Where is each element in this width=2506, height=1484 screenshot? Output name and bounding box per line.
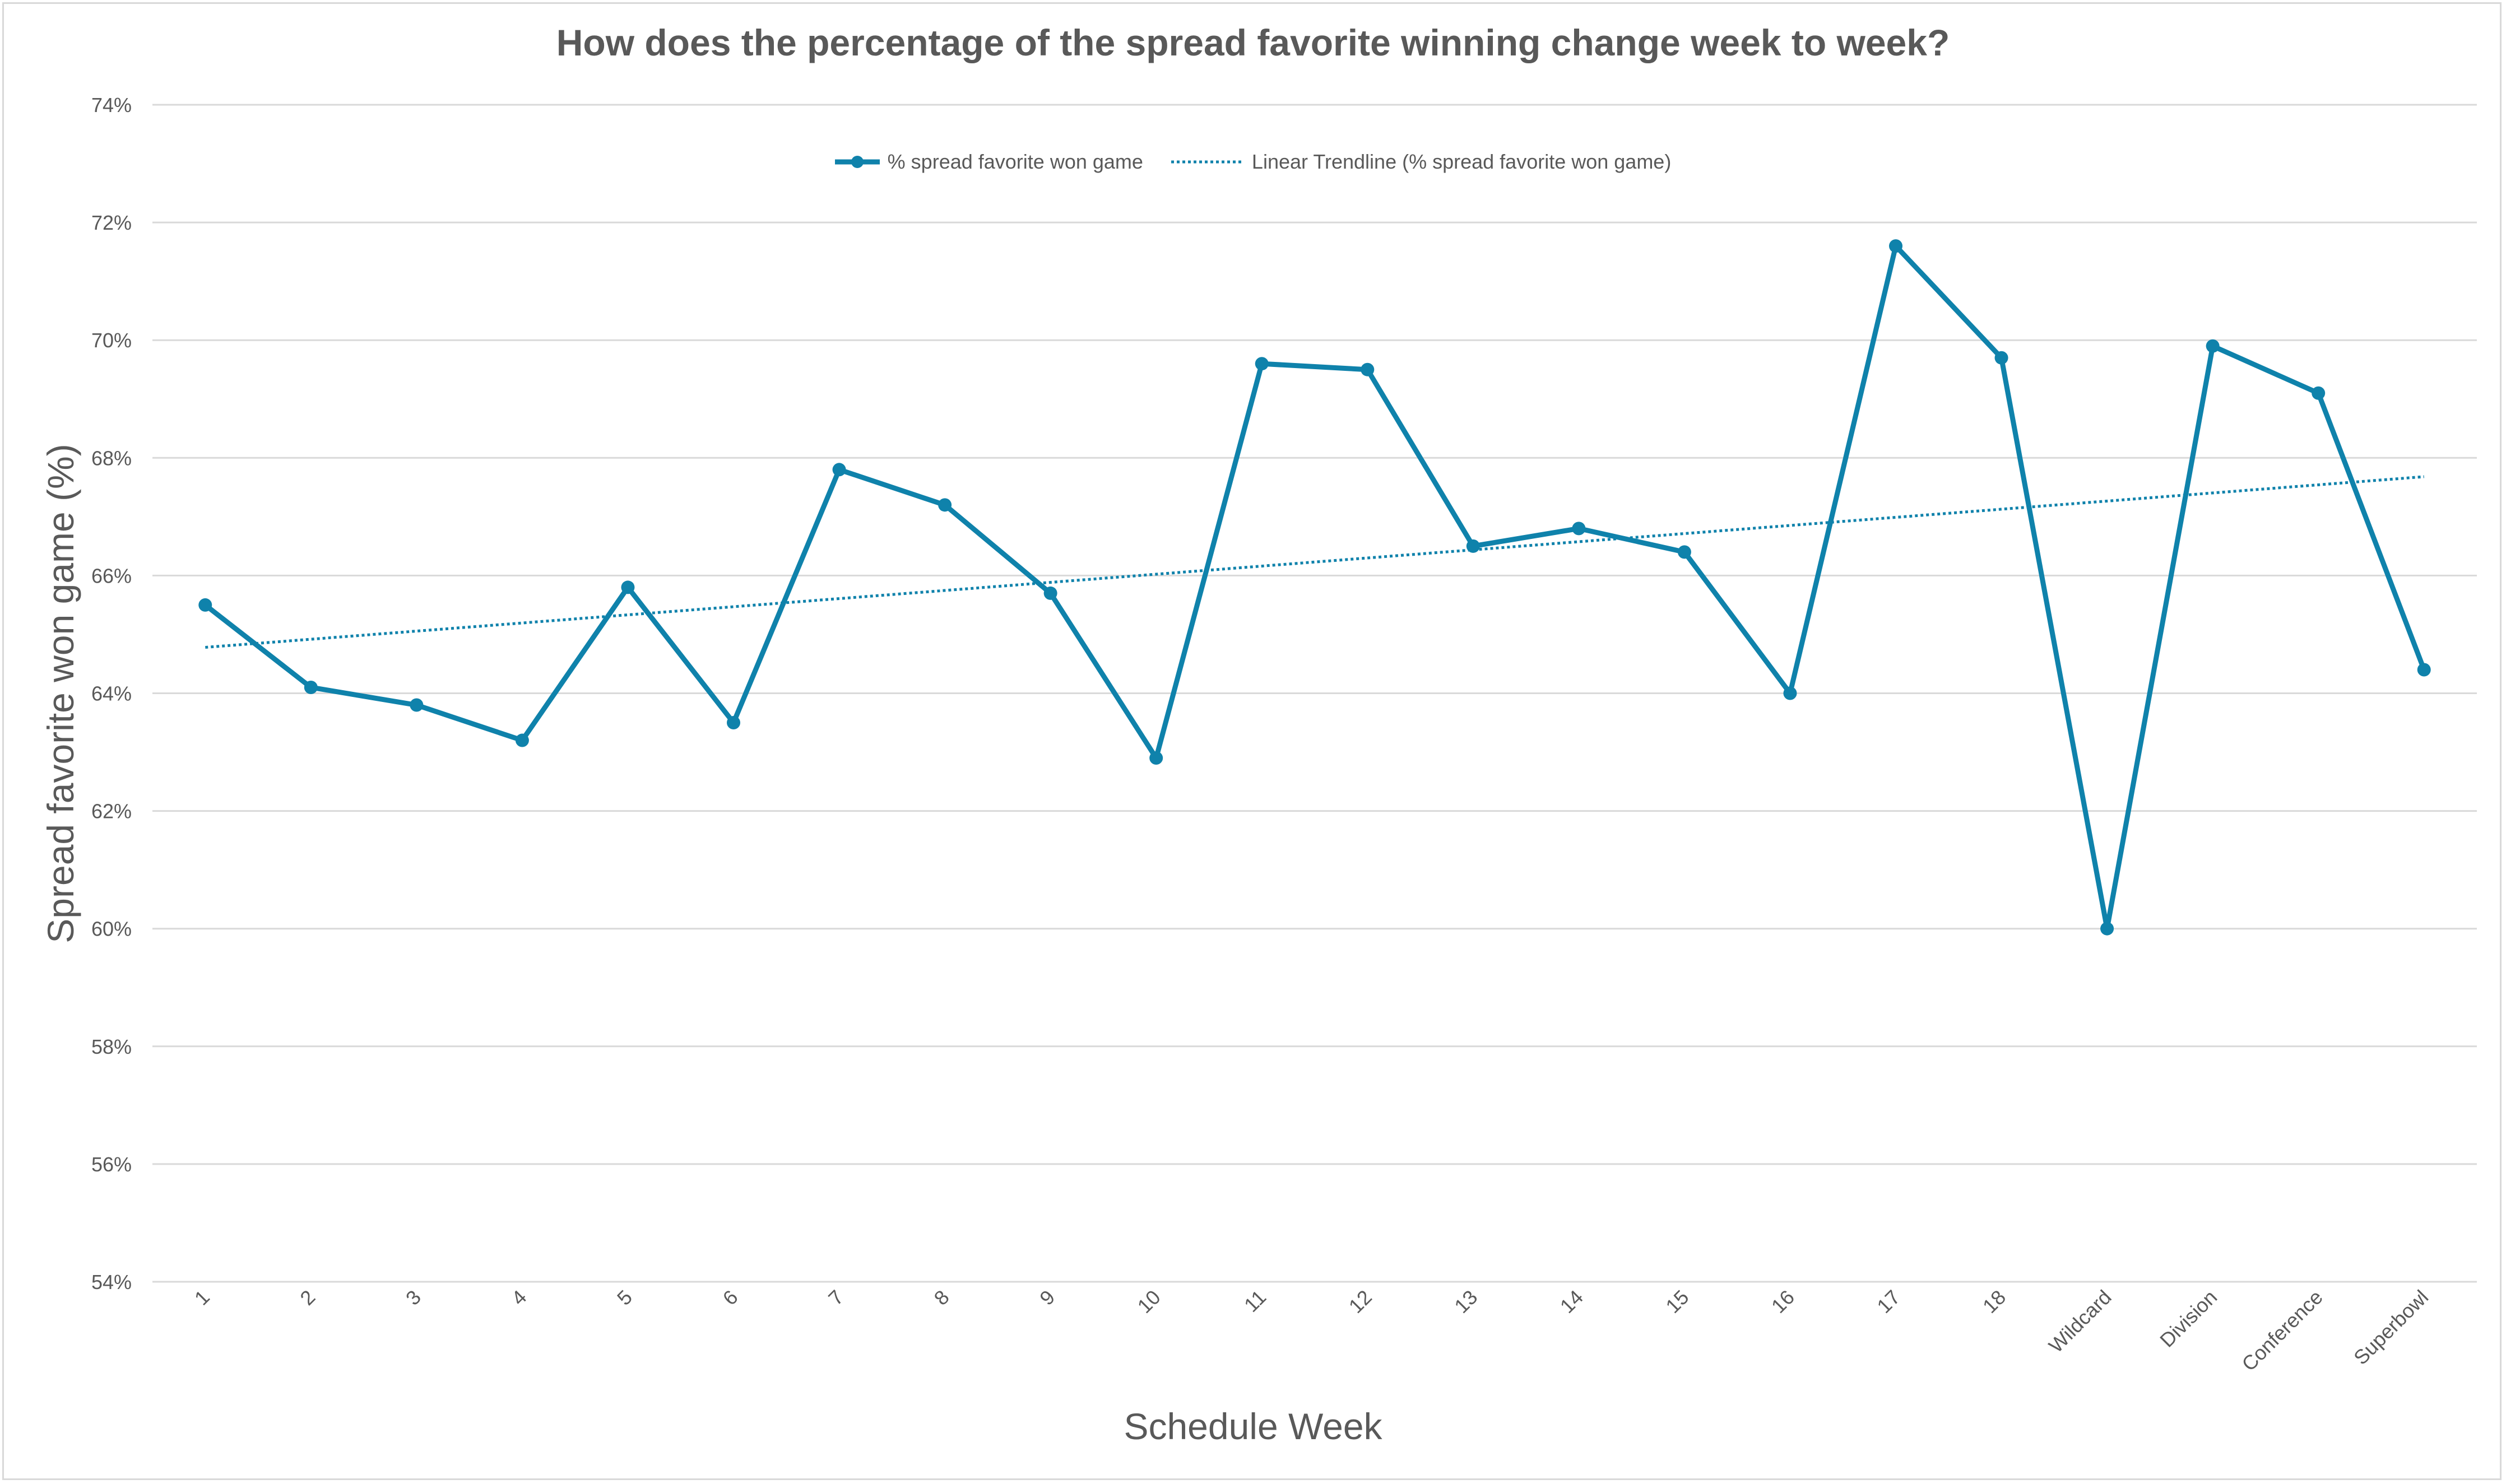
x-tick-label: Wildcard (2044, 1286, 2116, 1357)
data-point (1889, 239, 1902, 253)
x-tick-label: 10 (1133, 1286, 1165, 1318)
y-tick-label: 64% (91, 682, 132, 705)
x-tick-label: 2 (295, 1286, 319, 1310)
x-axis-ticks: 1 2 3 4 5 6 7 8 9 10 11 12 13 14 15 16 17 18 Wildcard Divis… (190, 1286, 2433, 1376)
y-tick-label: 66% (91, 564, 132, 587)
x-tick-label: 18 (1978, 1286, 2010, 1318)
y-axis-title: Spread favorite won game (%) (40, 444, 81, 943)
x-tick-label: 12 (1344, 1286, 1376, 1318)
x-tick-label: 15 (1661, 1286, 1693, 1318)
data-point (1149, 751, 1163, 765)
x-tick-label: 9 (1035, 1286, 1059, 1310)
data-point (1677, 545, 1691, 559)
data-point (1466, 539, 1480, 553)
x-tick-label: 11 (1240, 1286, 1270, 1316)
y-tick-label: 72% (91, 211, 132, 234)
series-group (198, 239, 2431, 936)
x-tick-label: 13 (1450, 1286, 1482, 1318)
y-tick-label: 60% (91, 918, 132, 941)
data-point (1572, 522, 1586, 536)
data-point (198, 598, 212, 612)
x-tick-label: 5 (612, 1286, 637, 1310)
y-tick-label: 62% (91, 800, 132, 823)
legend-item-series: % spread favorite won game (834, 150, 1143, 174)
chart-title: How does the percentage of the spread fa… (556, 22, 1950, 63)
data-point (304, 680, 318, 694)
data-point (938, 498, 952, 512)
data-point (515, 733, 529, 747)
trendline (205, 475, 2424, 649)
data-point (2312, 386, 2326, 400)
x-tick-label: 16 (1767, 1286, 1799, 1318)
data-point (2100, 922, 2114, 936)
legend: % spread favorite won game Linear Trendl… (0, 150, 2506, 174)
data-point (1361, 362, 1375, 376)
data-point (2206, 339, 2220, 353)
data-point (1783, 686, 1797, 700)
data-point (410, 698, 424, 712)
data-point (1255, 357, 1269, 371)
legend-series-swatch (834, 156, 880, 168)
x-tick-label: 14 (1556, 1286, 1588, 1318)
x-tick-label: 3 (401, 1286, 425, 1310)
series-line (202, 243, 2427, 932)
legend-item-trendline: Linear Trendline (% spread favorite won … (1171, 150, 1671, 174)
data-point (1043, 586, 1057, 600)
y-tick-label: 56% (91, 1153, 132, 1176)
data-point (621, 580, 635, 594)
legend-series-label: % spread favorite won game (887, 150, 1143, 173)
x-tick-label: Superbowl (2349, 1286, 2433, 1369)
x-tick-label: 8 (930, 1286, 954, 1310)
x-axis-title: Schedule Week (1124, 1406, 1382, 1447)
data-point (727, 716, 740, 730)
y-tick-label: 70% (91, 329, 132, 352)
trendline-group (205, 475, 2424, 649)
x-tick-label: Conference (2237, 1286, 2327, 1376)
data-point (2417, 663, 2431, 677)
y-axis-ticks: 54% 56% 58% 60% 62% 64% 66% 68% 70% 72% 74% (91, 94, 132, 1294)
x-tick-label: 6 (718, 1286, 742, 1310)
x-tick-label: 7 (824, 1286, 848, 1310)
x-tick-label: Division (2155, 1286, 2221, 1352)
legend-trendline-label: Linear Trendline (% spread favorite won … (1251, 150, 1672, 173)
x-tick-label: 4 (507, 1286, 531, 1310)
gridlines (152, 104, 2477, 1283)
y-tick-label: 74% (91, 94, 132, 117)
x-tick-label: 17 (1872, 1286, 1904, 1318)
y-tick-label: 58% (91, 1035, 132, 1058)
legend-trendline-swatch (1171, 160, 1244, 164)
data-point (1994, 351, 2008, 365)
data-point (832, 463, 846, 477)
y-tick-label: 54% (91, 1271, 132, 1294)
y-tick-label: 68% (91, 446, 132, 469)
x-tick-label: 1 (190, 1286, 214, 1310)
